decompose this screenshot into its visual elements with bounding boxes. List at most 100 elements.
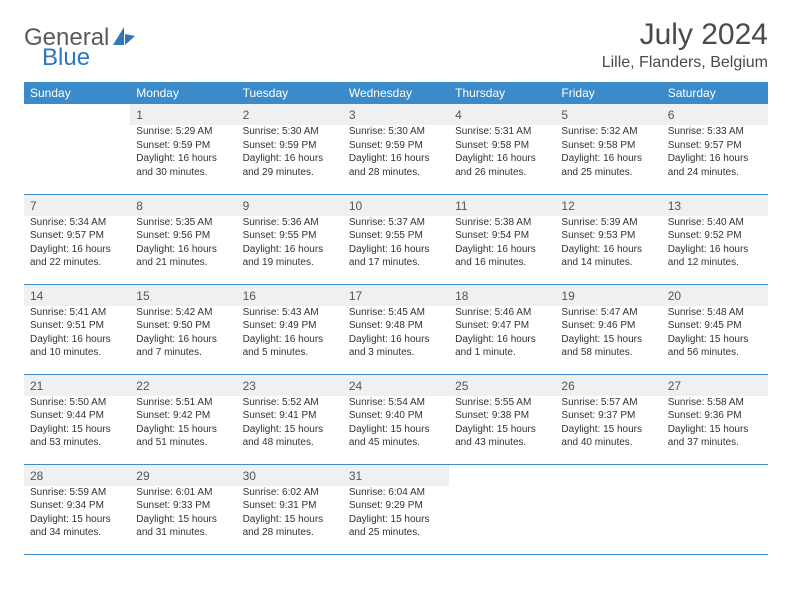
calendar-row: 7Sunrise: 5:34 AMSunset: 9:57 PMDaylight… xyxy=(24,194,768,284)
day-info: Sunrise: 6:04 AMSunset: 9:29 PMDaylight:… xyxy=(343,486,449,544)
sunrise: Sunrise: 5:50 AM xyxy=(30,396,124,410)
day-info: Sunrise: 5:31 AMSunset: 9:58 PMDaylight:… xyxy=(449,125,555,183)
daylight: Daylight: 16 hours and 12 minutes. xyxy=(668,243,762,270)
logo-blue: Blue xyxy=(42,44,90,71)
calendar-cell: 20Sunrise: 5:48 AMSunset: 9:45 PMDayligh… xyxy=(662,284,768,374)
calendar-cell: 9Sunrise: 5:36 AMSunset: 9:55 PMDaylight… xyxy=(237,194,343,284)
day-info: Sunrise: 5:42 AMSunset: 9:50 PMDaylight:… xyxy=(130,306,236,364)
sunset: Sunset: 9:54 PM xyxy=(455,229,549,243)
day-number: 26 xyxy=(555,375,661,396)
daylight: Daylight: 15 hours and 51 minutes. xyxy=(136,423,230,450)
calendar-cell: 4Sunrise: 5:31 AMSunset: 9:58 PMDaylight… xyxy=(449,104,555,194)
calendar-cell: 11Sunrise: 5:38 AMSunset: 9:54 PMDayligh… xyxy=(449,194,555,284)
daylight: Daylight: 15 hours and 56 minutes. xyxy=(668,333,762,360)
calendar-cell: 5Sunrise: 5:32 AMSunset: 9:58 PMDaylight… xyxy=(555,104,661,194)
sunset: Sunset: 9:33 PM xyxy=(136,499,230,513)
day-number: 9 xyxy=(237,195,343,216)
daylight: Daylight: 15 hours and 31 minutes. xyxy=(136,513,230,540)
day-info: Sunrise: 5:58 AMSunset: 9:36 PMDaylight:… xyxy=(662,396,768,454)
sunrise: Sunrise: 5:33 AM xyxy=(668,125,762,139)
daylight: Daylight: 16 hours and 1 minute. xyxy=(455,333,549,360)
day-info: Sunrise: 5:33 AMSunset: 9:57 PMDaylight:… xyxy=(662,125,768,183)
page-title: July 2024 xyxy=(602,18,768,52)
calendar-cell: 30Sunrise: 6:02 AMSunset: 9:31 PMDayligh… xyxy=(237,464,343,554)
sunrise: Sunrise: 5:47 AM xyxy=(561,306,655,320)
day-info: Sunrise: 5:30 AMSunset: 9:59 PMDaylight:… xyxy=(343,125,449,183)
logo-blue-wrap: Blue xyxy=(42,44,90,72)
day-number: 29 xyxy=(130,465,236,486)
day-number: 8 xyxy=(130,195,236,216)
day-number: 28 xyxy=(24,465,130,486)
calendar-cell: 22Sunrise: 5:51 AMSunset: 9:42 PMDayligh… xyxy=(130,374,236,464)
calendar-cell: 8Sunrise: 5:35 AMSunset: 9:56 PMDaylight… xyxy=(130,194,236,284)
calendar-cell: 18Sunrise: 5:46 AMSunset: 9:47 PMDayligh… xyxy=(449,284,555,374)
day-info: Sunrise: 5:30 AMSunset: 9:59 PMDaylight:… xyxy=(237,125,343,183)
day-number: 20 xyxy=(662,285,768,306)
calendar-cell xyxy=(662,464,768,554)
sunset: Sunset: 9:36 PM xyxy=(668,409,762,423)
daylight: Daylight: 16 hours and 3 minutes. xyxy=(349,333,443,360)
sunset: Sunset: 9:58 PM xyxy=(455,139,549,153)
day-number: 17 xyxy=(343,285,449,306)
day-info: Sunrise: 5:45 AMSunset: 9:48 PMDaylight:… xyxy=(343,306,449,364)
calendar-cell: 12Sunrise: 5:39 AMSunset: 9:53 PMDayligh… xyxy=(555,194,661,284)
day-number: 2 xyxy=(237,104,343,125)
sunrise: Sunrise: 5:58 AM xyxy=(668,396,762,410)
sunset: Sunset: 9:38 PM xyxy=(455,409,549,423)
sunrise: Sunrise: 5:32 AM xyxy=(561,125,655,139)
sunrise: Sunrise: 5:30 AM xyxy=(243,125,337,139)
daylight: Daylight: 15 hours and 40 minutes. xyxy=(561,423,655,450)
sunset: Sunset: 9:59 PM xyxy=(349,139,443,153)
day-info: Sunrise: 5:36 AMSunset: 9:55 PMDaylight:… xyxy=(237,216,343,274)
day-info: Sunrise: 5:54 AMSunset: 9:40 PMDaylight:… xyxy=(343,396,449,454)
calendar-cell: 7Sunrise: 5:34 AMSunset: 9:57 PMDaylight… xyxy=(24,194,130,284)
day-info: Sunrise: 6:01 AMSunset: 9:33 PMDaylight:… xyxy=(130,486,236,544)
sunset: Sunset: 9:29 PM xyxy=(349,499,443,513)
calendar-cell: 26Sunrise: 5:57 AMSunset: 9:37 PMDayligh… xyxy=(555,374,661,464)
calendar-cell: 31Sunrise: 6:04 AMSunset: 9:29 PMDayligh… xyxy=(343,464,449,554)
header: General Blue July 2024 Lille, Flanders, … xyxy=(24,18,768,72)
sunrise: Sunrise: 6:04 AM xyxy=(349,486,443,500)
sunrise: Sunrise: 5:34 AM xyxy=(30,216,124,230)
calendar-cell: 2Sunrise: 5:30 AMSunset: 9:59 PMDaylight… xyxy=(237,104,343,194)
calendar-cell: 13Sunrise: 5:40 AMSunset: 9:52 PMDayligh… xyxy=(662,194,768,284)
day-number: 14 xyxy=(24,285,130,306)
day-info: Sunrise: 5:47 AMSunset: 9:46 PMDaylight:… xyxy=(555,306,661,364)
daylight: Daylight: 16 hours and 24 minutes. xyxy=(668,152,762,179)
day-number: 13 xyxy=(662,195,768,216)
daylight: Daylight: 15 hours and 58 minutes. xyxy=(561,333,655,360)
day-info: Sunrise: 5:43 AMSunset: 9:49 PMDaylight:… xyxy=(237,306,343,364)
sunrise: Sunrise: 5:39 AM xyxy=(561,216,655,230)
daylight: Daylight: 15 hours and 45 minutes. xyxy=(349,423,443,450)
sunset: Sunset: 9:42 PM xyxy=(136,409,230,423)
day-number: 12 xyxy=(555,195,661,216)
sunrise: Sunrise: 5:46 AM xyxy=(455,306,549,320)
sunrise: Sunrise: 5:45 AM xyxy=(349,306,443,320)
daylight: Daylight: 16 hours and 22 minutes. xyxy=(30,243,124,270)
sail-icon xyxy=(113,27,135,50)
sunrise: Sunrise: 5:54 AM xyxy=(349,396,443,410)
day-info: Sunrise: 5:37 AMSunset: 9:55 PMDaylight:… xyxy=(343,216,449,274)
sunset: Sunset: 9:58 PM xyxy=(561,139,655,153)
sunset: Sunset: 9:41 PM xyxy=(243,409,337,423)
day-header: Tuesday xyxy=(237,82,343,104)
sunrise: Sunrise: 5:31 AM xyxy=(455,125,549,139)
day-info: Sunrise: 5:35 AMSunset: 9:56 PMDaylight:… xyxy=(130,216,236,274)
sunrise: Sunrise: 6:02 AM xyxy=(243,486,337,500)
sunrise: Sunrise: 5:30 AM xyxy=(349,125,443,139)
day-info: Sunrise: 5:46 AMSunset: 9:47 PMDaylight:… xyxy=(449,306,555,364)
sunrise: Sunrise: 5:59 AM xyxy=(30,486,124,500)
daylight: Daylight: 16 hours and 7 minutes. xyxy=(136,333,230,360)
calendar-row: 21Sunrise: 5:50 AMSunset: 9:44 PMDayligh… xyxy=(24,374,768,464)
calendar-cell: 29Sunrise: 6:01 AMSunset: 9:33 PMDayligh… xyxy=(130,464,236,554)
sunset: Sunset: 9:40 PM xyxy=(349,409,443,423)
sunset: Sunset: 9:47 PM xyxy=(455,319,549,333)
day-number: 7 xyxy=(24,195,130,216)
daylight: Daylight: 16 hours and 17 minutes. xyxy=(349,243,443,270)
calendar-cell: 10Sunrise: 5:37 AMSunset: 9:55 PMDayligh… xyxy=(343,194,449,284)
calendar-cell: 28Sunrise: 5:59 AMSunset: 9:34 PMDayligh… xyxy=(24,464,130,554)
daylight: Daylight: 16 hours and 5 minutes. xyxy=(243,333,337,360)
sunset: Sunset: 9:45 PM xyxy=(668,319,762,333)
daylight: Daylight: 16 hours and 29 minutes. xyxy=(243,152,337,179)
day-number: 19 xyxy=(555,285,661,306)
